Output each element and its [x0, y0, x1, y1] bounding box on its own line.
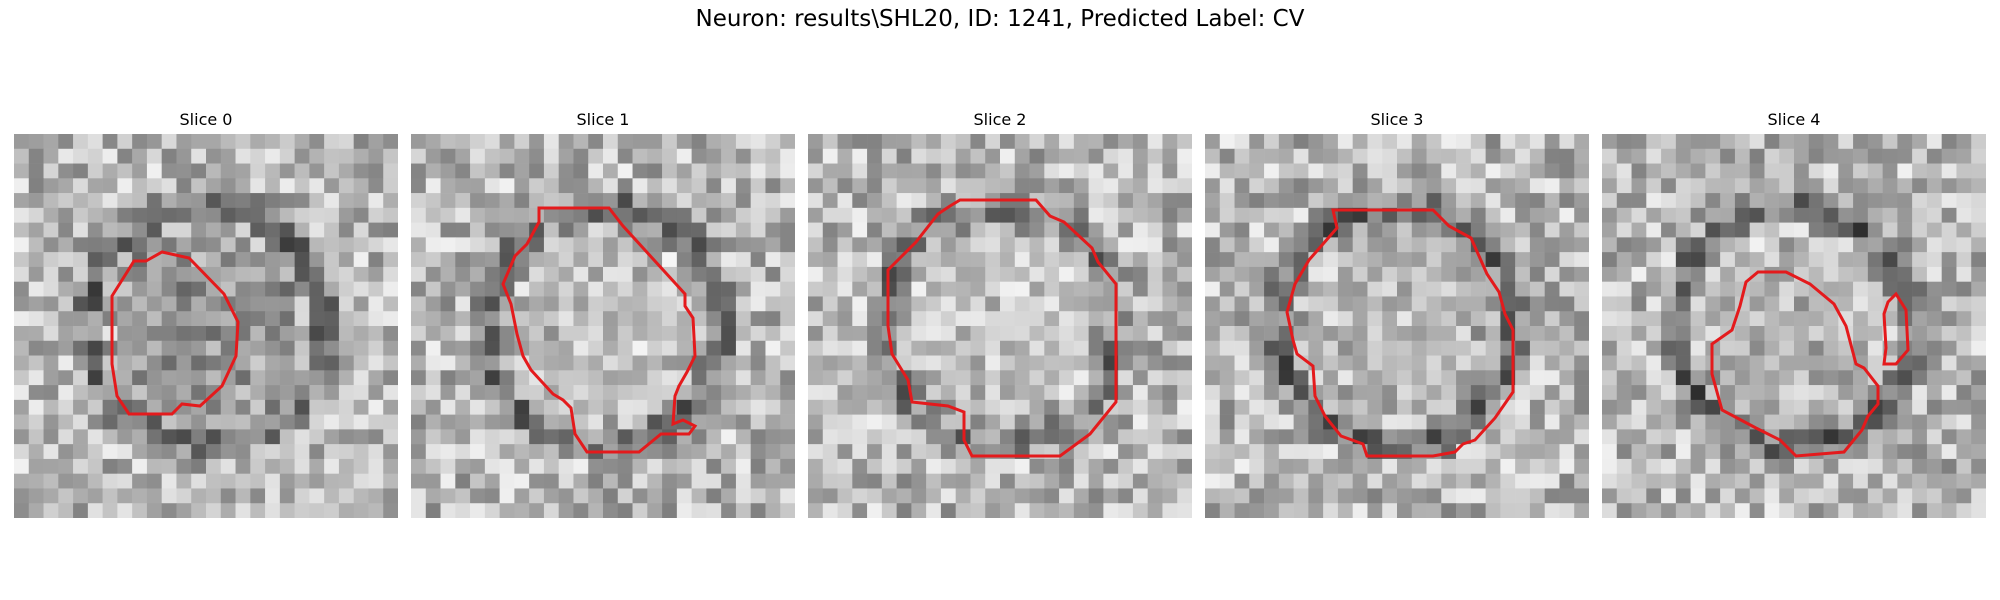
- slice-3-title: Slice 3: [1370, 110, 1424, 129]
- slice-4-image: [1602, 134, 1986, 518]
- slice-0-image: [14, 134, 398, 518]
- slice-3-image: [1205, 134, 1589, 518]
- slice-0-contour: [110, 250, 240, 416]
- slice-2-image: [808, 134, 1192, 518]
- figure-title: Neuron: results\SHL20, ID: 1241, Predict…: [695, 6, 1305, 32]
- slice-4-contour: [1710, 270, 1880, 458]
- slice-4-small-contour: [1882, 291, 1910, 366]
- slice-2-contour: [886, 198, 1118, 458]
- slice-0-title: Slice 0: [179, 110, 233, 129]
- slice-1-contour: [501, 206, 698, 454]
- slice-2-title: Slice 2: [973, 110, 1027, 129]
- slice-1-image: [411, 134, 795, 518]
- slice-4-title: Slice 4: [1767, 110, 1821, 129]
- slice-3-contour: [1285, 208, 1515, 458]
- slice-1-title: Slice 1: [576, 110, 630, 129]
